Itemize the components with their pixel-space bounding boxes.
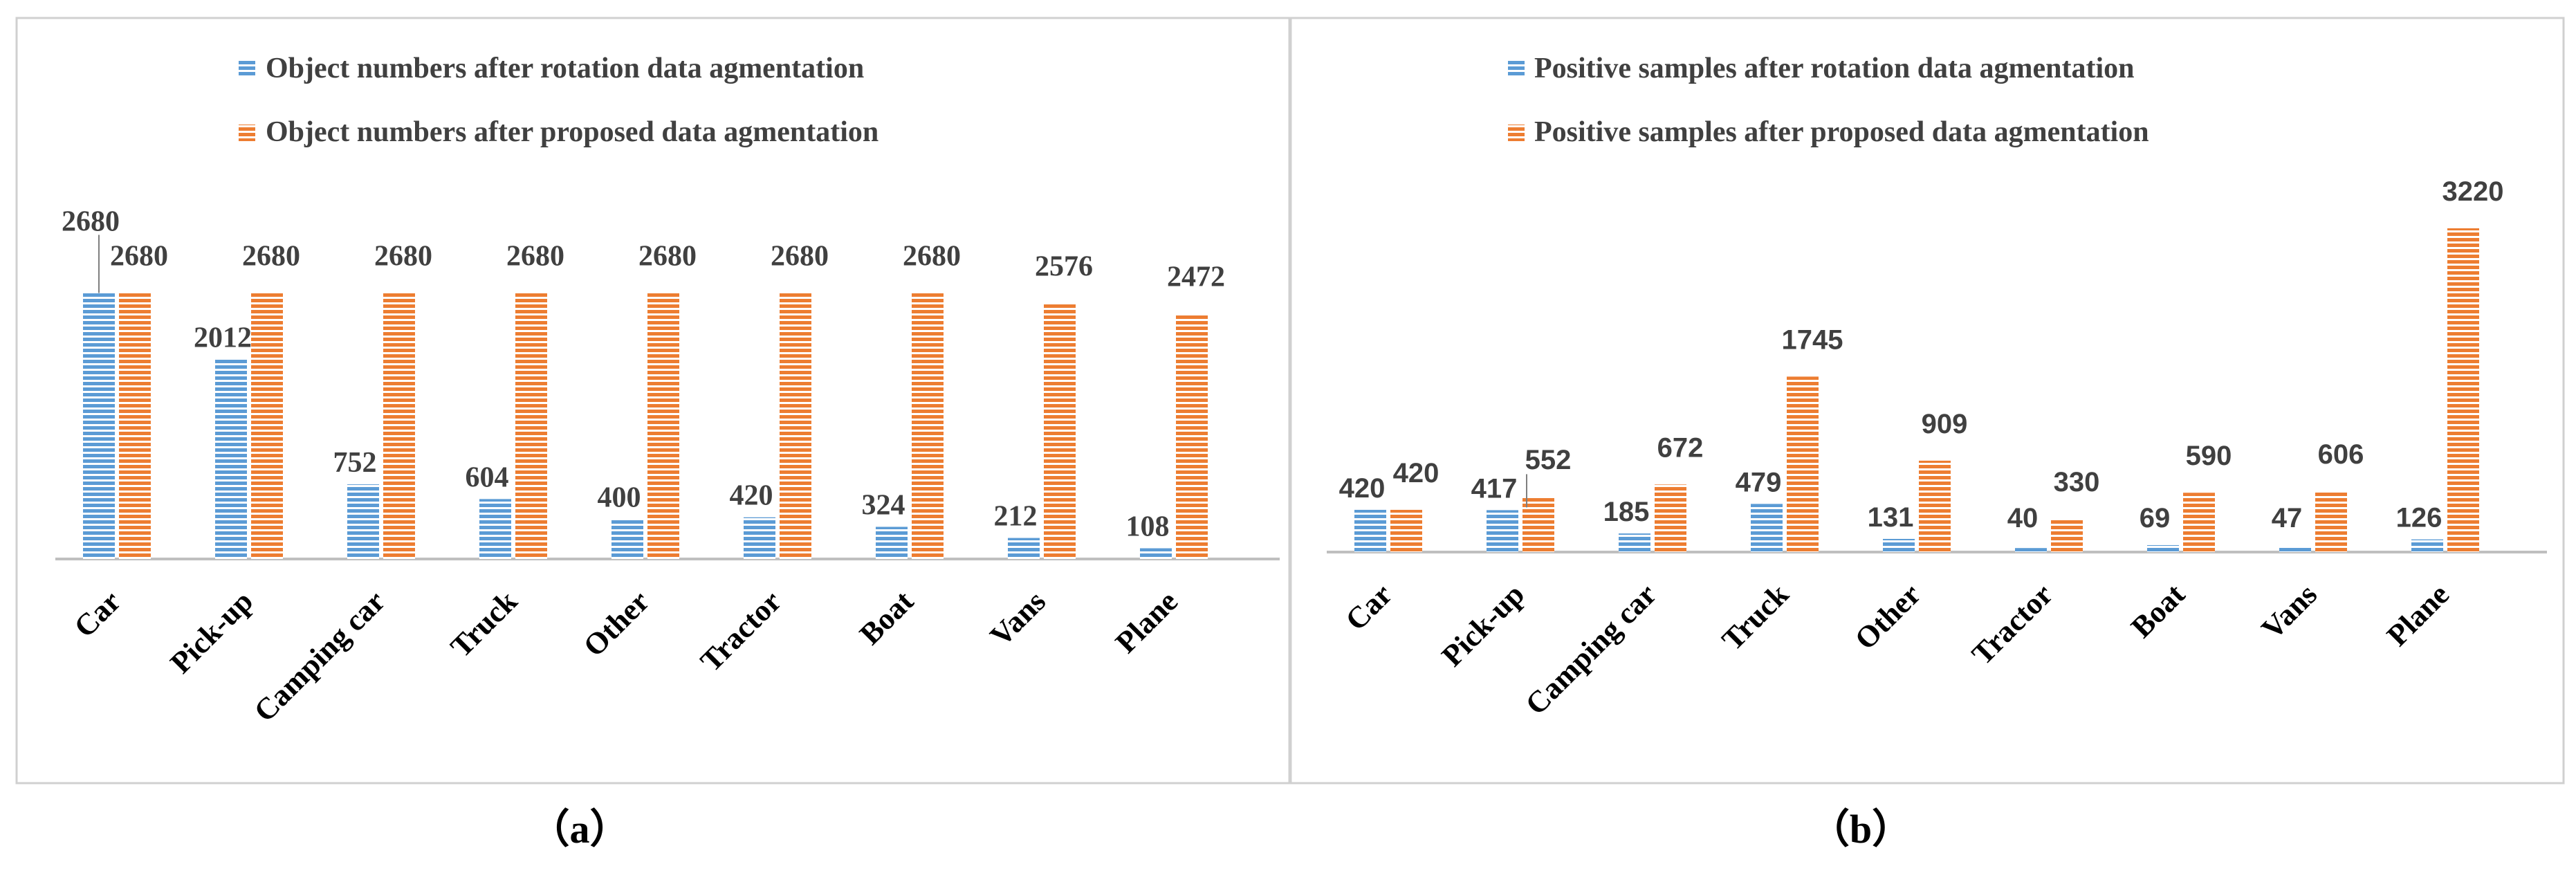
panel-label-b: （b） [1810,807,1912,852]
bar-boat-series-1 [876,526,908,559]
chart-frame [1289,17,2565,785]
bar-camping-car-series-2 [1655,484,1686,552]
value-label: 400 [598,482,641,514]
legend-swatch-series-1 [1508,61,1525,77]
bar-boat-series-2 [912,293,944,559]
legend-swatch-series-2 [1508,125,1525,141]
value-label: 47 [2272,503,2303,533]
value-label: 552 [1525,445,1572,475]
bar-tractor-series-1 [744,517,775,559]
legend: Object numbers after rotation data agmen… [239,53,878,148]
bar-vans-series-2 [2315,490,2347,552]
value-label: 185 [1603,497,1650,527]
bar-pick-up-series-1 [1487,510,1518,552]
value-label: 2680 [242,240,300,272]
value-label: 126 [2396,503,2442,533]
bar-other-series-1 [1883,538,1915,552]
bar-boat-series-1 [2147,544,2179,552]
bar-tractor-series-1 [2015,548,2047,552]
bar-pick-up-series-1 [215,359,247,559]
bar-car-series-1 [83,293,115,559]
value-label: 604 [466,461,509,493]
value-label: 2012 [194,322,252,354]
bar-plane-series-2 [1176,313,1208,559]
value-label: 324 [862,490,905,522]
value-label: 752 [333,447,377,479]
value-label: 909 [1922,409,1968,439]
bar-boat-series-2 [2183,493,2215,552]
bar-vans-series-1 [1008,538,1040,559]
value-label: 2680 [62,205,120,237]
value-label: 330 [2054,467,2100,497]
value-label: 2472 [1167,261,1225,293]
legend-swatch-series-1 [239,61,255,77]
value-label: 40 [2007,503,2039,533]
bar-other-series-2 [647,293,679,559]
chart-panel-b: Positive samples after rotation data agm… [1289,17,2565,852]
value-label: 2680 [771,240,829,272]
value-label: 108 [1126,511,1170,543]
bar-car-series-2 [1390,509,1422,552]
bar-vans-series-1 [2279,547,2311,552]
bar-camping-car-series-1 [1619,533,1650,552]
bar-pick-up-series-2 [251,293,283,559]
value-label: 131 [1868,502,1914,533]
chart-panel-a: Object numbers after rotation data agmen… [15,17,1291,852]
bar-vans-series-2 [1044,303,1076,559]
legend-label-series-1: Object numbers after rotation data agmen… [266,53,864,84]
bar-camping-car-series-1 [347,484,379,559]
bar-car-series-2 [119,293,151,559]
value-label: 606 [2318,439,2364,470]
legend-label-series-2: Positive samples after proposed data agm… [1534,116,2149,148]
legend-swatch-series-2 [239,125,255,141]
value-label: 2680 [903,240,961,272]
value-label: 2680 [110,240,168,272]
bar-truck-series-2 [515,293,547,559]
bar-tractor-series-2 [780,293,811,559]
bar-other-series-2 [1919,460,1951,552]
value-label: 212 [994,501,1038,533]
bar-truck-series-1 [1751,504,1783,552]
bar-layer [83,293,1208,559]
value-label: 672 [1657,432,1704,463]
value-label: 2680 [374,240,432,272]
value-label: 417 [1471,473,1518,504]
legend-label-series-1: Positive samples after rotation data agm… [1534,53,2135,84]
bar-layer [1354,228,2479,552]
legend-label-series-2: Object numbers after proposed data agmen… [266,116,878,148]
panel-label-a: （a） [529,807,629,852]
bar-pick-up-series-2 [1522,496,1554,552]
bar-plane-series-2 [2447,228,2479,552]
value-label: 2680 [506,240,564,272]
bar-camping-car-series-2 [383,293,415,559]
bar-plane-series-1 [2411,539,2443,552]
value-label: 69 [2140,503,2171,533]
legend: Positive samples after rotation data agm… [1508,53,2149,148]
bar-truck-series-2 [1787,376,1819,552]
bar-tractor-series-2 [2051,519,2083,552]
value-label: 479 [1736,467,1782,497]
bar-car-series-1 [1354,509,1386,552]
value-label: 2576 [1035,250,1093,282]
value-label: 1745 [1782,324,1843,355]
value-label: 3220 [2442,176,2504,207]
bar-plane-series-1 [1140,548,1172,559]
bar-other-series-1 [611,519,643,559]
value-label: 590 [2186,441,2232,471]
value-label: 2680 [638,240,697,272]
value-label: 420 [1393,458,1439,488]
value-label-layer: 2680268020122680752268060426804002680420… [62,205,1225,542]
value-label: 420 [730,480,773,512]
value-label: 420 [1339,473,1386,504]
bar-truck-series-1 [479,499,511,559]
